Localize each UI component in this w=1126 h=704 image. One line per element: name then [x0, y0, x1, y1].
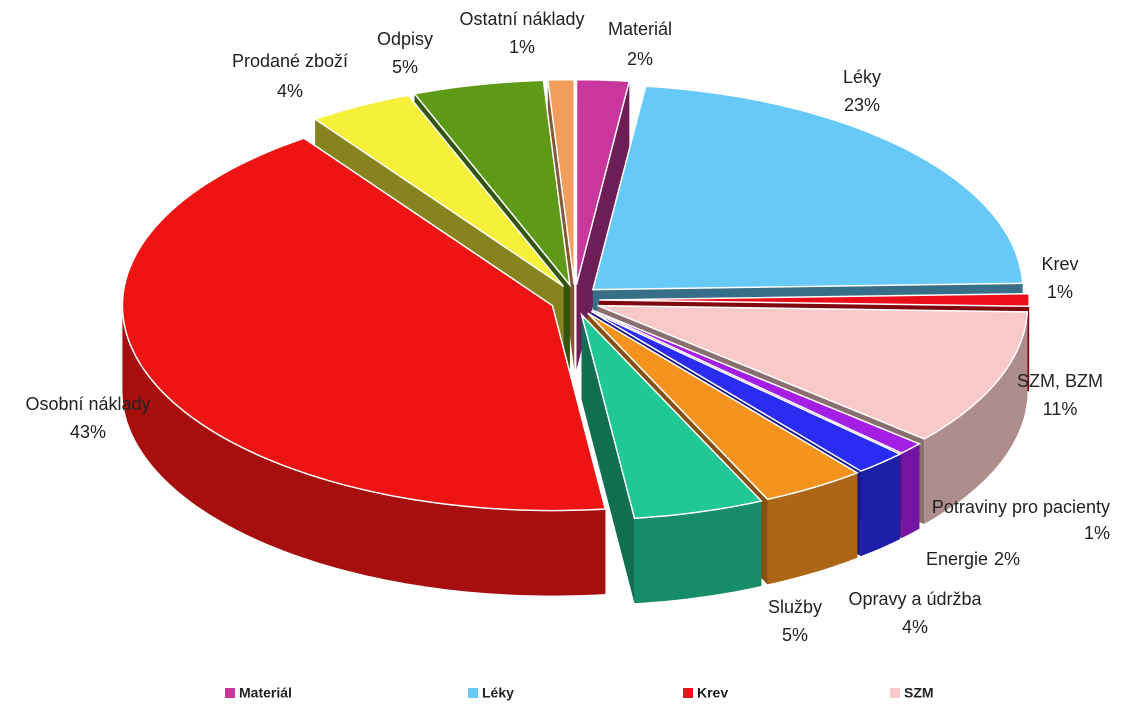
slice-value-label: 1%: [1047, 282, 1073, 302]
slice-value-label: 2%: [994, 549, 1020, 569]
slice: [597, 304, 1029, 440]
legend-label: Materiál: [239, 685, 292, 701]
slice-name: Potraviny pro pacienty: [932, 497, 1110, 517]
slice-name: Prodané zboží: [232, 51, 348, 71]
slice-value-label: 43%: [70, 422, 106, 442]
slice-wall: [767, 472, 858, 585]
slice: [590, 310, 902, 472]
legend-label: Krev: [697, 685, 728, 701]
slice-wall: [901, 443, 920, 539]
slice-wall: [924, 311, 1028, 524]
slice-value-label: 1%: [1084, 523, 1110, 543]
slice-value-label: 23%: [844, 95, 880, 115]
slice-name: Materiál: [608, 19, 672, 39]
slice: [587, 312, 860, 501]
slice-value-label: 5%: [392, 57, 418, 77]
slice-value-label: 5%: [782, 625, 808, 645]
slice-name: SZM, BZM: [1017, 371, 1103, 391]
slice: [591, 85, 1024, 291]
slice-value-label: 4%: [277, 81, 303, 101]
legend-swatch: [468, 688, 478, 698]
legend-swatch: [225, 688, 235, 698]
slice-value-label: 4%: [902, 617, 928, 637]
slice: [575, 78, 631, 285]
slice: [580, 312, 763, 520]
slice-name: Opravy a údržba: [848, 589, 982, 609]
legend-swatch: [890, 688, 900, 698]
legend-label: SZM: [904, 685, 934, 701]
slice: [546, 78, 576, 285]
slice: [121, 137, 607, 512]
slice-value-label: 1%: [509, 37, 535, 57]
slice-name: Krev: [1041, 254, 1078, 274]
slice: [592, 309, 922, 454]
slice: [413, 79, 571, 288]
slice-wall: [122, 305, 606, 596]
slice-value-label: 11%: [1043, 399, 1078, 419]
legend-swatch: [683, 688, 693, 698]
slice-name: Služby: [768, 597, 822, 617]
slice-wall: [860, 454, 900, 557]
slice: [599, 292, 1030, 308]
slice-name: Léky: [843, 67, 881, 87]
slice-name: Osobní náklady: [25, 394, 150, 414]
slice-side: [581, 314, 635, 604]
slice: [313, 94, 565, 288]
slice-name: Energie: [926, 549, 988, 569]
slice-side: [576, 81, 630, 370]
slice-name: Odpisy: [377, 29, 433, 49]
slice-name: Ostatní náklady: [459, 9, 584, 29]
slice-wall: [634, 501, 762, 604]
slice-value-label: 2%: [627, 49, 653, 69]
legend-label: Léky: [482, 685, 514, 701]
